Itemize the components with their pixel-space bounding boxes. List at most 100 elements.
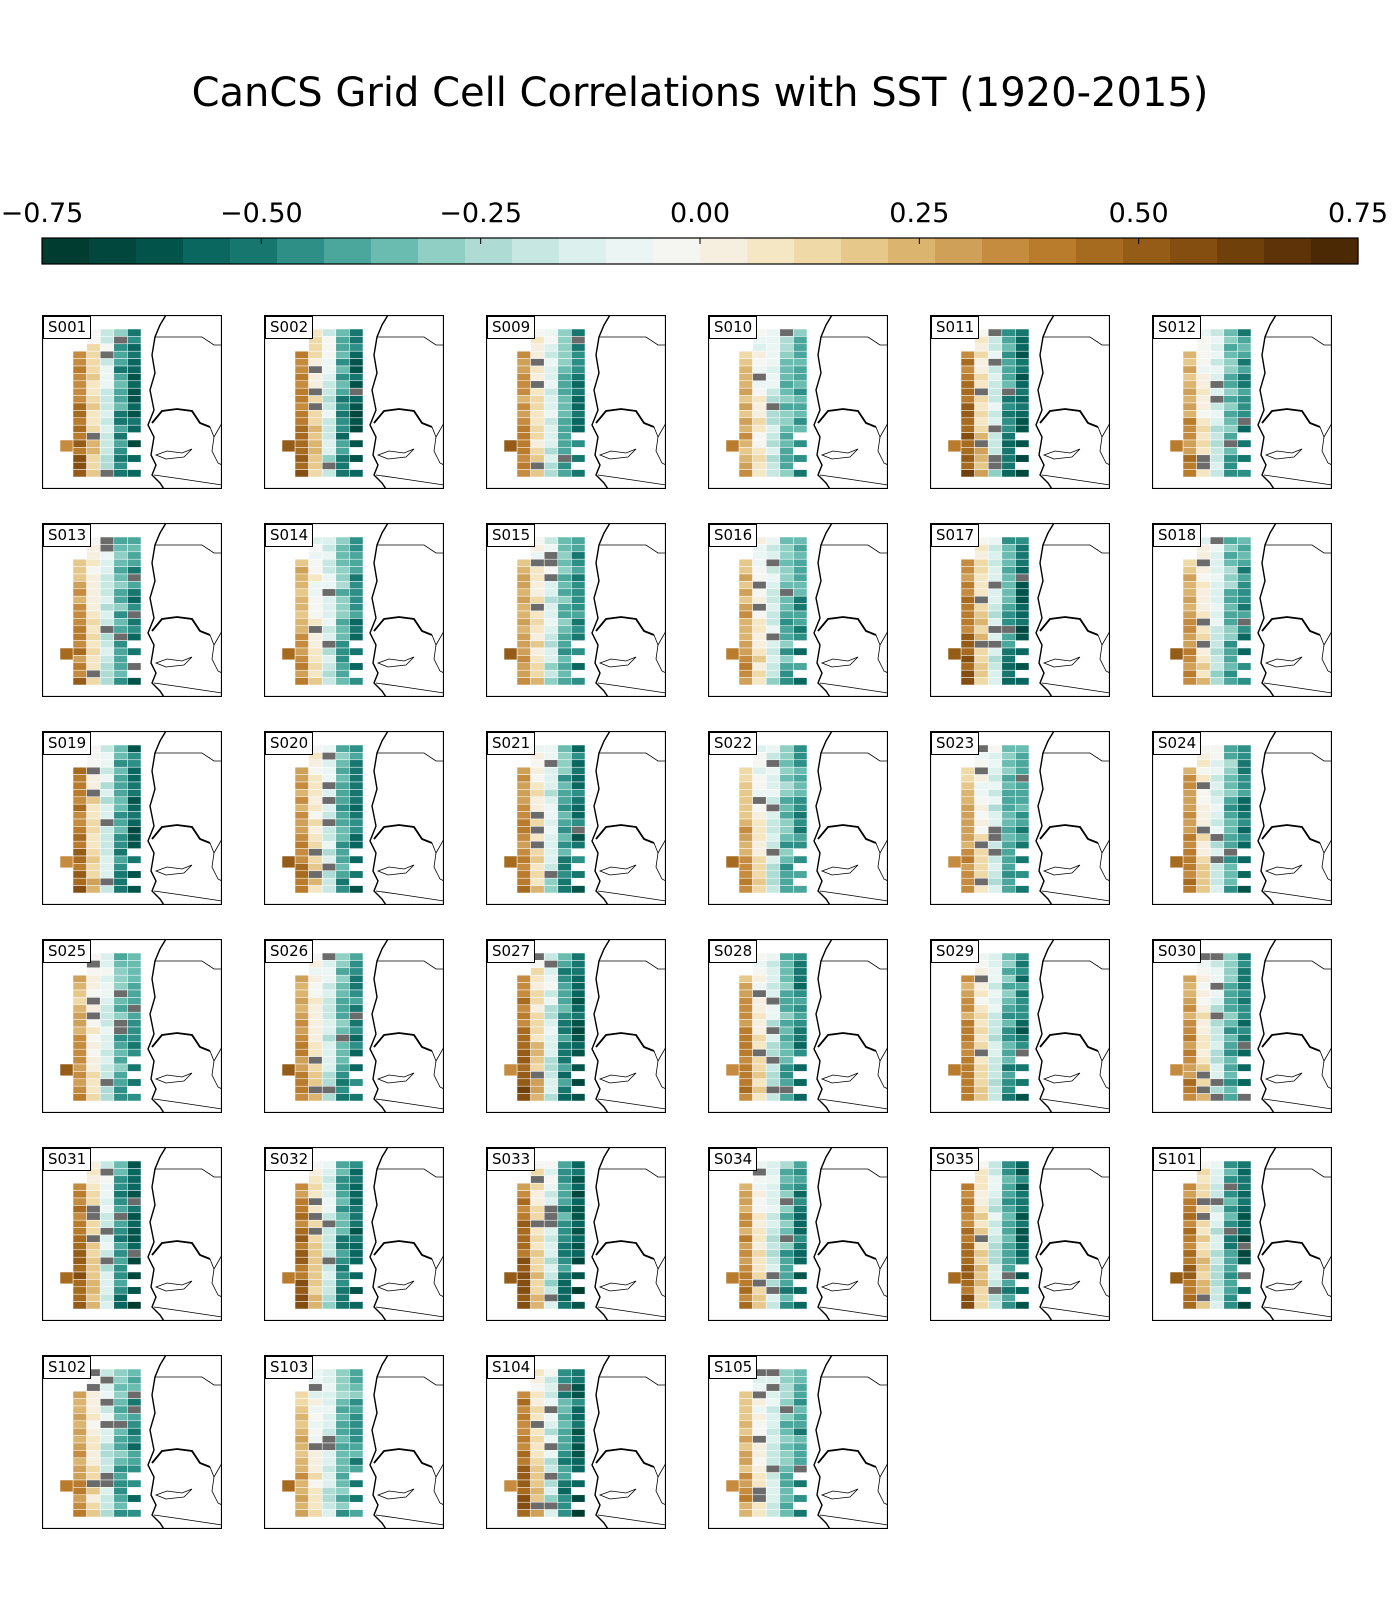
grid-cell <box>1237 855 1252 864</box>
grid-cell <box>1196 1085 1211 1094</box>
grid-cell <box>1196 618 1211 627</box>
grid-cell <box>779 387 794 396</box>
panel-frame <box>264 523 444 697</box>
grid-cell <box>335 610 350 619</box>
grid-cell <box>99 1227 115 1236</box>
grid-cell <box>752 662 767 671</box>
grid-cell <box>127 677 142 686</box>
grid-cell <box>321 328 337 337</box>
grid-cell <box>308 603 323 612</box>
grid-cell <box>779 1004 794 1013</box>
grid-cell <box>765 1197 781 1206</box>
grid-cell <box>335 588 350 597</box>
grid-cell <box>294 632 309 641</box>
grid-cell <box>793 1457 808 1466</box>
grid-cell <box>516 417 531 426</box>
river-line <box>373 1240 433 1260</box>
grid-cell <box>557 662 572 671</box>
grid-cell <box>72 766 87 775</box>
grid-cell <box>779 1293 794 1302</box>
grid-cell <box>1001 1197 1016 1206</box>
grid-cell <box>1182 789 1197 798</box>
grid-cell <box>1196 410 1211 419</box>
grid-cell <box>516 818 531 827</box>
grid-cell <box>335 1227 350 1236</box>
grid-cell <box>335 1390 350 1399</box>
grid-cell <box>725 1271 740 1285</box>
grid-cell <box>1196 595 1211 604</box>
grid-cell <box>793 1286 808 1295</box>
grid-cell <box>765 350 781 359</box>
grid-cell <box>127 625 142 634</box>
grid-cell <box>765 640 781 649</box>
grid-cell <box>530 818 545 827</box>
grid-cell <box>349 1301 364 1310</box>
grid-cell <box>530 632 545 641</box>
grid-cell <box>335 647 350 656</box>
grid-cell <box>1196 960 1211 969</box>
grid-cell <box>1182 424 1197 433</box>
border-line <box>819 890 888 902</box>
grid-cell <box>557 952 572 961</box>
grid-cell <box>86 336 101 345</box>
grid-cell <box>86 1034 101 1043</box>
grid-cell <box>1223 848 1238 857</box>
grid-cell <box>1001 1160 1016 1169</box>
grid-cell <box>294 997 309 1006</box>
grid-cell <box>1209 588 1225 597</box>
grid-cell <box>99 551 115 560</box>
border-line <box>154 1488 193 1500</box>
panel-map <box>708 1355 888 1529</box>
grid-cell <box>321 818 337 827</box>
grid-cell <box>765 1256 781 1265</box>
grid-cell <box>974 759 989 768</box>
grid-cell <box>752 796 767 805</box>
grid-cell <box>752 1420 767 1429</box>
grid-cell <box>86 410 101 419</box>
grid-cell <box>960 1264 975 1273</box>
grid-cell <box>738 885 753 894</box>
panel-background <box>264 939 444 1113</box>
grid-cell <box>738 655 753 664</box>
grid-cell <box>1015 1063 1030 1072</box>
grid-cell <box>1237 625 1252 634</box>
grid-cell <box>349 1034 364 1043</box>
grid-cell <box>1001 997 1016 1006</box>
grid-cell <box>543 833 559 842</box>
grid-cell <box>530 1472 545 1481</box>
grid-cell <box>765 1501 781 1510</box>
grid-cell <box>1209 833 1225 842</box>
grid-cell <box>1223 759 1238 768</box>
grid-cell <box>349 350 364 359</box>
grid-cell <box>571 424 586 433</box>
grid-cell <box>1237 365 1252 374</box>
grid-cell <box>1196 417 1211 426</box>
grid-cell <box>960 1019 975 1028</box>
grid-cell <box>779 1479 794 1488</box>
grid-cell <box>516 1450 531 1459</box>
grid-cell <box>516 766 531 775</box>
grid-cell <box>349 343 364 352</box>
border-line <box>1264 1072 1303 1084</box>
grid-cell <box>113 1056 128 1065</box>
grid-cell <box>530 1048 545 1057</box>
grid-cell <box>308 752 323 761</box>
grid-cell <box>72 863 87 872</box>
grid-cell <box>516 424 531 433</box>
grid-cell <box>86 1279 101 1288</box>
panel-label: S017 <box>931 524 980 547</box>
grid-cell <box>349 632 364 641</box>
grid-cell <box>571 840 586 849</box>
grid-cell <box>294 461 309 470</box>
grid-cell <box>571 387 586 396</box>
grid-cell <box>1015 1026 1030 1035</box>
grid-cell <box>571 558 586 567</box>
grid-cell <box>349 1197 364 1206</box>
grid-cell <box>127 796 142 805</box>
grid-cell <box>987 766 1003 775</box>
grid-cell <box>1237 833 1252 842</box>
grid-cell <box>308 1286 323 1295</box>
grid-cell <box>752 1063 767 1072</box>
grid-cell <box>127 766 142 775</box>
grid-cell <box>987 336 1003 345</box>
